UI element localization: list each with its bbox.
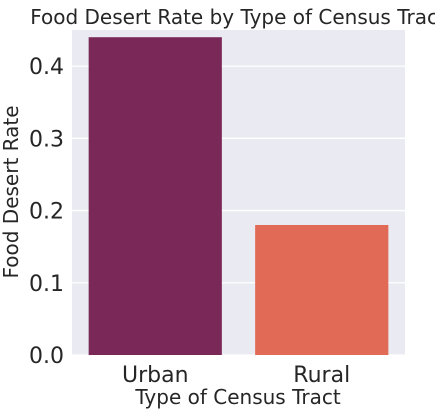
x-tick-labels: Urban Rural	[122, 363, 350, 388]
y-axis-label: Food Desert Rate	[0, 105, 23, 278]
y-tick-label: 0.3	[29, 127, 64, 152]
x-tick-label-rural: Rural	[293, 363, 350, 388]
y-tick-label: 0.1	[29, 272, 64, 297]
y-tick-label: 0.4	[29, 55, 64, 80]
y-tick-label: 0.2	[29, 200, 64, 225]
x-tick-label-urban: Urban	[122, 363, 189, 388]
bar-rural	[255, 225, 389, 355]
y-tick-label: 0.0	[29, 344, 64, 369]
bar-urban	[88, 37, 222, 355]
bars	[88, 37, 389, 355]
x-axis-label: Type of Census Tract	[134, 385, 341, 409]
chart-title: Food Desert Rate by Type of Census Tract	[30, 5, 435, 29]
y-tick-labels: 0.0 0.1 0.2 0.3 0.4	[29, 55, 64, 369]
